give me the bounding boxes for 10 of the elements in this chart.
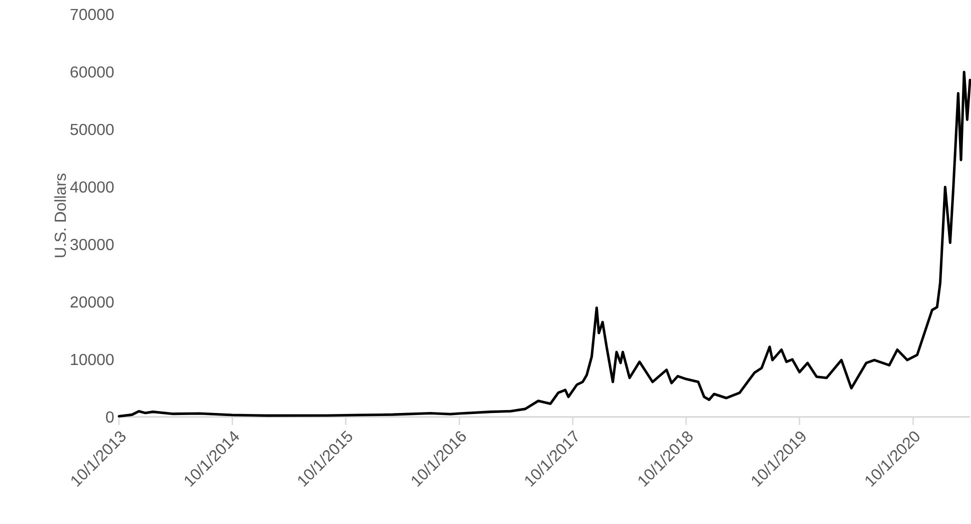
- y-tick-label: 40000: [70, 181, 114, 193]
- line-series: [118, 70, 971, 418]
- y-axis-title: U.S. Dollars: [54, 174, 66, 258]
- y-tick-label: 0: [106, 411, 114, 423]
- y-tick-label: 70000: [70, 8, 114, 20]
- y-tick-label: 50000: [70, 124, 114, 136]
- y-tick-label: 30000: [70, 238, 114, 250]
- y-tick-label: 10000: [71, 354, 114, 366]
- y-tick-label: 20000: [70, 296, 114, 308]
- y-tick-label: 60000: [70, 66, 114, 78]
